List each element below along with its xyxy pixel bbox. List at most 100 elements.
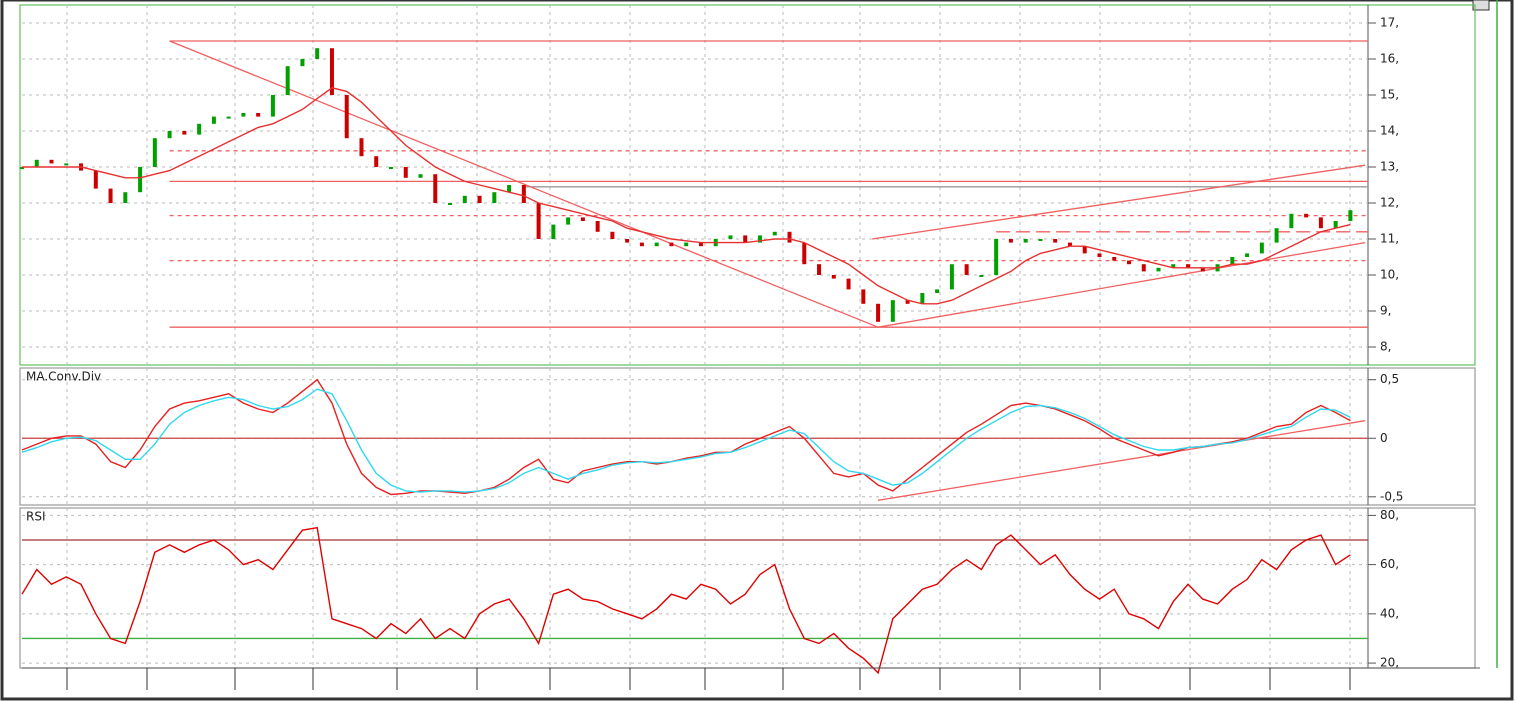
candle	[315, 48, 320, 59]
candle	[684, 242, 689, 247]
candle	[20, 167, 24, 169]
candle	[949, 264, 954, 290]
candle	[433, 174, 438, 203]
candle	[758, 235, 762, 243]
candle	[639, 242, 644, 247]
pane-title: RSI	[26, 510, 46, 524]
candle	[477, 195, 482, 203]
candle	[374, 156, 379, 167]
candle	[1245, 253, 1250, 257]
candle	[138, 167, 143, 193]
y-tick-label: 13,	[1380, 160, 1399, 174]
y-tick-label: 12,	[1380, 196, 1399, 210]
y-tick-label: 9,	[1380, 304, 1391, 318]
candle	[979, 275, 984, 277]
candle	[669, 242, 674, 247]
trend-line	[877, 420, 1366, 501]
candle	[728, 235, 733, 239]
candle	[300, 59, 305, 67]
candle	[123, 192, 128, 203]
candle	[492, 192, 497, 203]
candle	[1304, 213, 1309, 218]
candle	[1023, 239, 1028, 243]
pane-frame	[19, 4, 1476, 366]
series-line	[21, 526, 1351, 675]
candle	[34, 159, 39, 167]
candle	[49, 159, 54, 164]
candle	[920, 293, 925, 304]
candle	[167, 131, 172, 139]
candle	[1038, 239, 1043, 241]
candle	[610, 231, 615, 239]
series-line	[22, 87, 1351, 305]
candle	[625, 239, 630, 243]
candle	[285, 66, 290, 95]
candle	[1097, 253, 1102, 257]
y-tick-label: 80,	[1380, 508, 1399, 522]
y-tick-label: 10,	[1380, 268, 1399, 282]
trend-line	[877, 241, 1366, 328]
candle	[448, 203, 453, 205]
candle	[1318, 217, 1323, 229]
candle	[905, 300, 910, 304]
candle	[1112, 257, 1117, 261]
y-tick-label: 8,	[1380, 340, 1391, 354]
y-tick-label: 15,	[1380, 88, 1399, 102]
candle	[935, 289, 940, 293]
candle	[344, 95, 349, 139]
candle	[772, 231, 777, 236]
candle	[566, 217, 571, 225]
candle	[1082, 246, 1087, 254]
candle	[595, 221, 600, 232]
y-tick-label: 60,	[1380, 557, 1399, 571]
candle	[1141, 264, 1146, 272]
candle	[329, 48, 334, 95]
candle	[108, 188, 113, 203]
candle	[1053, 239, 1058, 243]
candle	[403, 167, 408, 178]
candle	[211, 116, 216, 124]
y-tick-label: 16,	[1380, 52, 1399, 66]
candle	[226, 116, 231, 119]
y-tick-label: -0,5	[1380, 489, 1403, 503]
y-tick-label: 40,	[1380, 606, 1399, 620]
candle	[698, 242, 703, 247]
series-line	[21, 378, 1351, 496]
candle	[1274, 228, 1279, 243]
trend-line	[872, 164, 1366, 240]
candle	[1289, 213, 1294, 229]
candle	[1200, 267, 1205, 272]
candle	[846, 278, 851, 290]
candle	[802, 242, 807, 265]
candle	[93, 170, 98, 189]
candle	[359, 138, 364, 157]
y-tick-label: 11,	[1380, 232, 1399, 246]
candle	[1259, 242, 1264, 254]
candle	[1156, 267, 1161, 272]
candle	[418, 174, 423, 178]
candle	[861, 289, 866, 304]
y-tick-label: 17,	[1380, 16, 1399, 30]
candle	[831, 275, 836, 279]
pane-frame	[19, 367, 1476, 506]
candle	[197, 123, 202, 135]
y-tick-label: 20,	[1380, 656, 1399, 670]
candle	[1348, 210, 1353, 221]
candle	[256, 113, 261, 117]
candle	[876, 303, 881, 322]
candle	[787, 231, 792, 243]
candle	[64, 163, 69, 166]
candle	[1230, 257, 1235, 265]
candle	[1171, 264, 1176, 268]
y-tick-label: 0,5	[1380, 372, 1399, 386]
candle	[270, 95, 275, 117]
candle	[1008, 239, 1013, 243]
candle	[1127, 260, 1131, 265]
candle	[182, 131, 187, 135]
candle	[743, 235, 748, 243]
candle	[994, 239, 999, 275]
candle	[817, 264, 822, 275]
candle	[241, 113, 246, 117]
